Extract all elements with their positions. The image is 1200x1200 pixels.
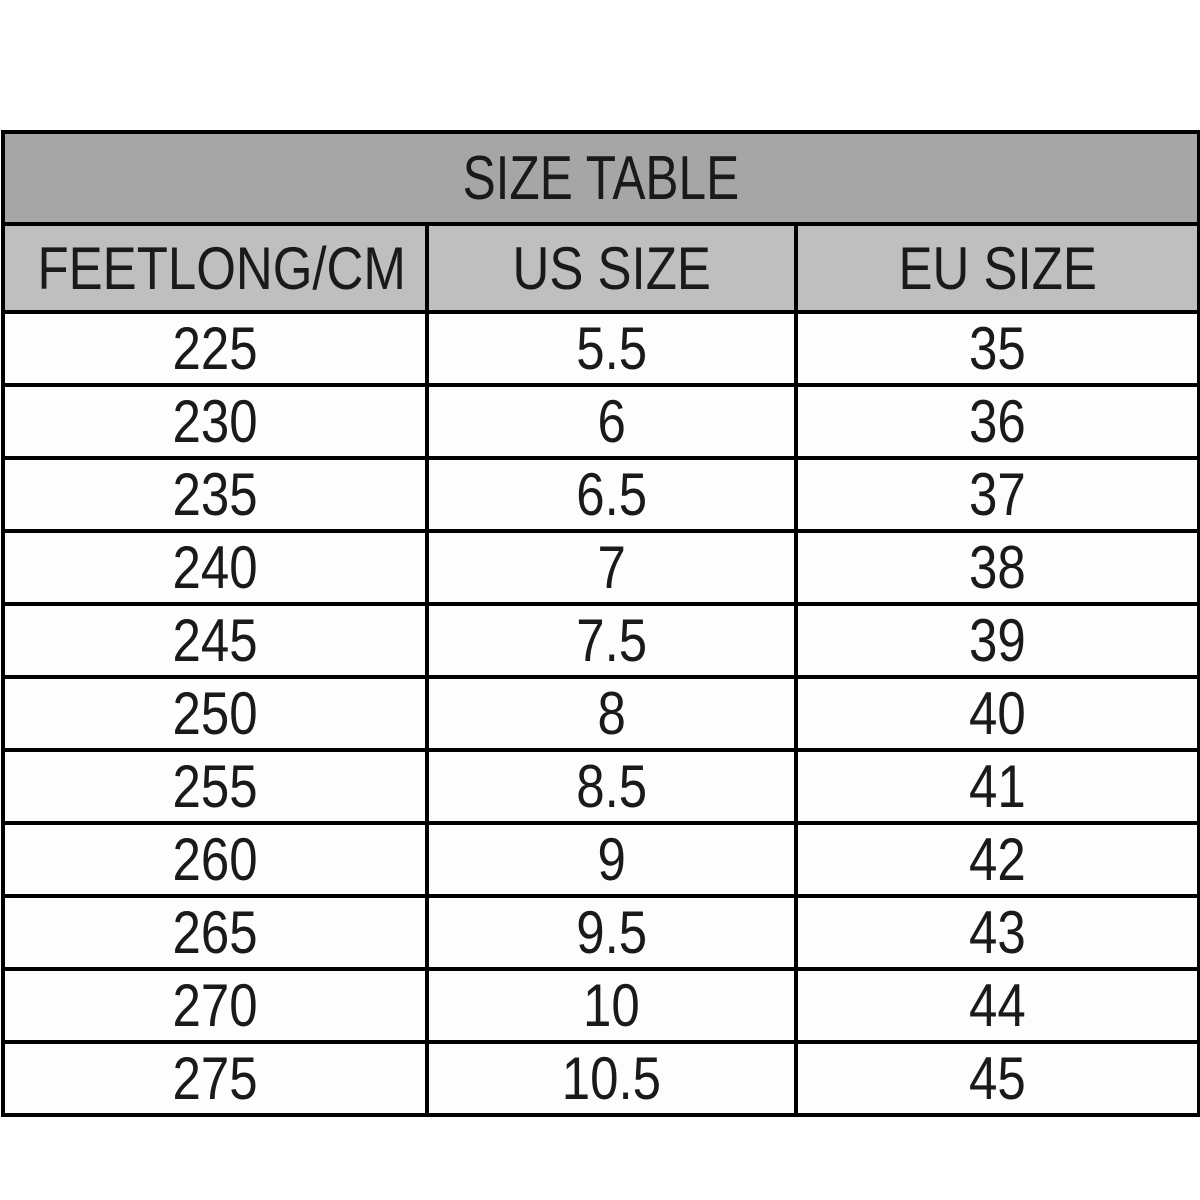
cell-value: 8.5 <box>576 753 647 820</box>
table-cell: 9 <box>425 821 798 898</box>
table-cell: 44 <box>794 967 1200 1044</box>
cell-value: 265 <box>172 899 258 966</box>
table-cell: 235 <box>1 456 429 533</box>
table-cell: 245 <box>1 602 429 679</box>
table-cell: 10 <box>425 967 798 1044</box>
column-header-1: US SIZE <box>425 222 798 314</box>
column-header-label: EU SIZE <box>898 234 1097 302</box>
cell-value: 275 <box>172 1045 258 1112</box>
table-cell: 45 <box>794 1040 1200 1117</box>
column-header-label: FEETLONG/CM <box>37 234 406 302</box>
table-title: SIZE TABLE <box>1 130 1200 226</box>
column-header-0: FEETLONG/CM <box>1 222 429 314</box>
size-table: SIZE TABLE FEETLONG/CM US SIZE EU SIZE 225… <box>1 130 1200 1117</box>
size-table-head: SIZE TABLE FEETLONG/CM US SIZE EU SIZE <box>1 130 1200 314</box>
cell-value: 35 <box>969 315 1026 382</box>
table-row: 275 10.5 45 <box>1 1040 1200 1117</box>
table-cell: 43 <box>794 894 1200 971</box>
table-cell: 41 <box>794 748 1200 825</box>
cell-value: 36 <box>969 388 1026 455</box>
table-header-row: FEETLONG/CM US SIZE EU SIZE <box>1 222 1200 314</box>
table-cell: 230 <box>1 383 429 460</box>
table-row: 255 8.5 41 <box>1 748 1200 825</box>
table-row: 245 7.5 39 <box>1 602 1200 679</box>
table-cell: 39 <box>794 602 1200 679</box>
cell-value: 230 <box>172 388 258 455</box>
cell-value: 6.5 <box>576 461 647 528</box>
table-cell: 7 <box>425 529 798 606</box>
table-cell: 8.5 <box>425 748 798 825</box>
cell-value: 250 <box>172 680 258 747</box>
size-table-body: 225 5.5 35 230 6 36 235 6.5 37 240 7 38 245 7.5 39 250 8… <box>1 310 1200 1117</box>
table-cell: 8 <box>425 675 798 752</box>
table-row: 250 8 40 <box>1 675 1200 752</box>
cell-value: 260 <box>172 826 258 893</box>
cell-value: 41 <box>969 753 1026 820</box>
cell-value: 8 <box>597 680 626 747</box>
cell-value: 38 <box>969 534 1026 601</box>
table-cell: 250 <box>1 675 429 752</box>
table-cell: 40 <box>794 675 1200 752</box>
cell-value: 37 <box>969 461 1026 528</box>
cell-value: 42 <box>969 826 1026 893</box>
cell-value: 7 <box>597 534 626 601</box>
table-cell: 275 <box>1 1040 429 1117</box>
table-cell: 240 <box>1 529 429 606</box>
cell-value: 39 <box>969 607 1026 674</box>
column-header-2: EU SIZE <box>794 222 1200 314</box>
table-cell: 36 <box>794 383 1200 460</box>
cell-value: 245 <box>172 607 258 674</box>
table-cell: 37 <box>794 456 1200 533</box>
table-cell: 42 <box>794 821 1200 898</box>
table-row: 230 6 36 <box>1 383 1200 460</box>
cell-value: 7.5 <box>576 607 647 674</box>
table-row: 240 7 38 <box>1 529 1200 606</box>
cell-value: 9 <box>597 826 626 893</box>
column-header-label: US SIZE <box>512 234 711 302</box>
cell-value: 40 <box>969 680 1026 747</box>
cell-value: 44 <box>969 972 1026 1039</box>
cell-value: 225 <box>172 315 258 382</box>
table-cell: 9.5 <box>425 894 798 971</box>
cell-value: 235 <box>172 461 258 528</box>
cell-value: 9.5 <box>576 899 647 966</box>
table-row: 270 10 44 <box>1 967 1200 1044</box>
table-cell: 225 <box>1 310 429 387</box>
table-cell: 255 <box>1 748 429 825</box>
table-cell: 38 <box>794 529 1200 606</box>
cell-value: 10.5 <box>561 1045 662 1112</box>
table-row: 225 5.5 35 <box>1 310 1200 387</box>
cell-value: 10 <box>583 972 640 1039</box>
cell-value: 270 <box>172 972 258 1039</box>
table-cell: 6 <box>425 383 798 460</box>
cell-value: 6 <box>597 388 626 455</box>
table-row: 265 9.5 43 <box>1 894 1200 971</box>
table-cell: 260 <box>1 821 429 898</box>
table-row: 260 9 42 <box>1 821 1200 898</box>
table-cell: 265 <box>1 894 429 971</box>
cell-value: 43 <box>969 899 1026 966</box>
table-title-row: SIZE TABLE <box>1 130 1200 226</box>
cell-value: 5.5 <box>576 315 647 382</box>
cell-value: 45 <box>969 1045 1026 1112</box>
table-cell: 7.5 <box>425 602 798 679</box>
table-row: 235 6.5 37 <box>1 456 1200 533</box>
table-cell: 270 <box>1 967 429 1044</box>
table-cell: 10.5 <box>425 1040 798 1117</box>
table-title-label: SIZE TABLE <box>462 143 740 213</box>
cell-value: 255 <box>172 753 258 820</box>
table-cell: 6.5 <box>425 456 798 533</box>
table-cell: 5.5 <box>425 310 798 387</box>
cell-value: 240 <box>172 534 258 601</box>
table-cell: 35 <box>794 310 1200 387</box>
